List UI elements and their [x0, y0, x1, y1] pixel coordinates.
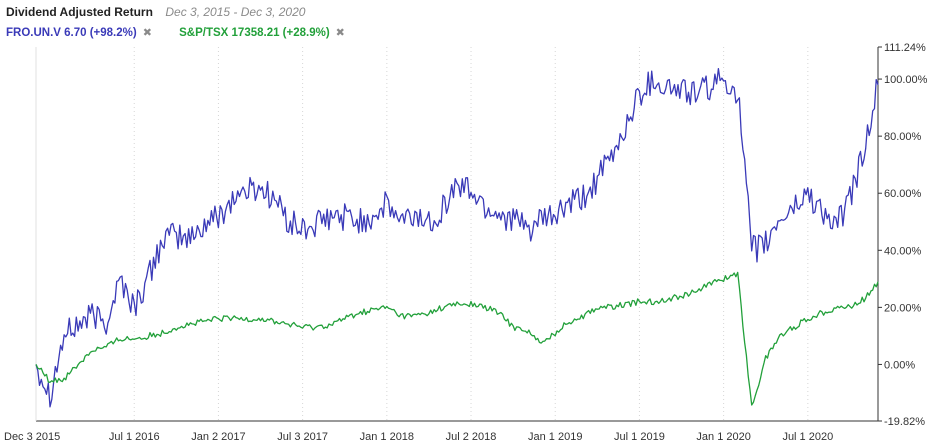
legend-item-tsx[interactable]: S&P/TSX 17358.21 (+28.9%) ✖ — [179, 27, 345, 39]
series-layer — [35, 67, 879, 408]
x-tick-label: Jan 2 2017 — [191, 431, 245, 443]
close-x-icon[interactable]: ✖ — [335, 27, 345, 39]
x-tick-label: Jan 1 2020 — [696, 431, 750, 443]
y-tick-label: -19.82% — [884, 416, 925, 428]
axes — [35, 47, 879, 422]
legend: FRO.UN.V 6.70 (+98.2%) ✖ S&P/TSX 17358.21… — [6, 23, 369, 41]
y-tick-label: 111.24% — [884, 42, 926, 54]
chart-header: Dividend Adjusted Return Dec 3, 2015 - D… — [6, 3, 369, 41]
series-line-fro — [35, 67, 879, 408]
legend-label-fro: FRO.UN.V 6.70 (+98.2%) — [6, 27, 137, 39]
series-line-tsx — [35, 271, 879, 406]
x-tick-label: Jul 1 2020 — [782, 431, 833, 443]
chart-title: Dividend Adjusted Return — [6, 5, 153, 19]
date-range: Dec 3, 2015 - Dec 3, 2020 — [165, 5, 306, 19]
close-x-icon[interactable]: ✖ — [142, 27, 152, 39]
y-tick-label: 20.00% — [884, 302, 922, 314]
x-axis-ticks: Dec 3 2015 Jul 1 2016 Jan 2 2017 Jul 3 2017… — [4, 431, 833, 443]
y-tick-label: 60.00% — [884, 188, 922, 200]
x-tick-label: Jul 2 2018 — [446, 431, 497, 443]
y-tick-label: 40.00% — [884, 245, 922, 257]
legend-item-fro[interactable]: FRO.UN.V 6.70 (+98.2%) ✖ — [6, 27, 155, 39]
x-tick-label: Jan 1 2018 — [360, 431, 414, 443]
x-tick-label: Jul 3 2017 — [277, 431, 328, 443]
legend-label-tsx: S&P/TSX 17358.21 (+28.9%) — [179, 27, 330, 39]
y-tick-label: 100.00% — [884, 74, 928, 86]
x-tick-label: Dec 3 2015 — [4, 431, 60, 443]
x-tick-label: Jul 1 2019 — [614, 431, 665, 443]
y-axis-ticks: 111.24% 100.00% 80.00% 60.00% 40.00% 20.00% 0.… — [878, 42, 928, 428]
x-tick-label: Jul 1 2016 — [109, 431, 160, 443]
y-tick-label: 0.00% — [884, 359, 915, 371]
x-tick-label: Jan 1 2019 — [528, 431, 582, 443]
grid-lines — [35, 47, 809, 421]
y-tick-label: 80.00% — [884, 131, 922, 143]
title-row: Dividend Adjusted Return Dec 3, 2015 - D… — [6, 3, 369, 21]
